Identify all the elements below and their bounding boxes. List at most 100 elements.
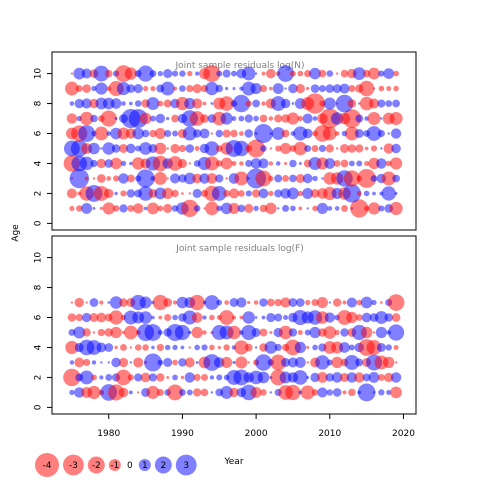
residual-bubble — [390, 157, 403, 170]
residual-bubble — [158, 315, 163, 320]
residual-bubble — [280, 142, 292, 155]
residual-bubble — [227, 325, 241, 340]
x-tick-label: 2020 — [392, 429, 415, 439]
residual-bubble — [186, 389, 193, 396]
legend-label: -3 — [69, 461, 78, 471]
residual-bubble — [238, 115, 245, 122]
residual-bubble — [332, 84, 342, 94]
residual-bubble — [231, 315, 237, 320]
residual-bubble — [216, 374, 223, 381]
residual-bubble — [251, 328, 261, 337]
residual-bubble — [111, 144, 121, 153]
residual-bubble — [155, 113, 166, 124]
legend-label: 1 — [142, 461, 148, 471]
residual-bubble — [144, 324, 162, 341]
residual-bubble — [164, 344, 171, 351]
residual-bubble — [118, 387, 129, 398]
residual-bubble — [188, 346, 192, 349]
residual-bubble — [238, 190, 245, 197]
residual-bubble — [222, 69, 231, 78]
residual-bubble — [271, 127, 285, 140]
residual-bubble — [156, 343, 164, 352]
residual-bubble — [74, 357, 85, 368]
residual-bubble — [110, 157, 122, 170]
residual-bubble — [104, 188, 114, 199]
residual-bubble — [157, 359, 164, 366]
residual-bubble — [236, 297, 247, 308]
residual-bubble — [232, 87, 236, 91]
residual-bubble — [201, 344, 208, 351]
residual-bubble — [277, 65, 294, 82]
residual-bubble — [341, 205, 348, 212]
residual-bubble — [114, 117, 118, 120]
residual-bubble — [275, 145, 282, 152]
residual-bubble — [287, 187, 299, 200]
residual-bubble — [215, 84, 224, 93]
legend-bubble — [154, 456, 172, 474]
residual-bubble — [347, 144, 357, 153]
residual-bubble — [192, 188, 202, 199]
residual-bubble — [253, 300, 259, 305]
residual-bubble — [368, 67, 380, 80]
residual-bubble — [104, 343, 114, 352]
residual-bubble — [368, 157, 380, 170]
residual-bubble — [359, 96, 374, 111]
residual-bubble — [107, 301, 111, 304]
residual-bubble — [385, 160, 392, 167]
residual-bubble — [311, 389, 319, 396]
y-tick-label: 4 — [34, 344, 44, 350]
legend-bubble — [138, 458, 151, 472]
residual-bubble — [312, 116, 318, 121]
residual-bubble — [156, 373, 165, 382]
residual-bubble — [128, 101, 133, 106]
residual-bubble — [192, 388, 202, 397]
legend-label: 0 — [127, 461, 133, 471]
residual-bubble — [138, 186, 153, 201]
residual-bubble — [209, 344, 215, 351]
residual-bubble — [377, 129, 385, 138]
residual-bubble — [393, 70, 399, 77]
residual-bubble — [191, 312, 203, 323]
residual-bubble — [201, 373, 209, 381]
residual-bubble — [306, 361, 309, 364]
residual-bubble — [157, 205, 164, 212]
residual-bubble — [139, 112, 152, 125]
residual-bubble — [293, 141, 308, 156]
residual-bubble — [252, 189, 261, 198]
legend: -4 -3 -2 -1 0 1 2 3 — [34, 452, 197, 478]
residual-bubble — [136, 169, 155, 188]
residual-bubble — [154, 142, 167, 155]
residual-bubble — [156, 388, 164, 397]
residual-bubble — [340, 143, 350, 154]
legend-bubble — [34, 452, 60, 478]
residual-bubble — [363, 205, 370, 212]
residual-bubble — [74, 297, 84, 308]
residual-bubble — [371, 299, 377, 306]
residual-bubble — [172, 130, 179, 137]
residual-bubble — [69, 389, 75, 396]
residual-bubble — [203, 207, 206, 210]
residual-bubble — [328, 301, 331, 304]
residual-bubble — [234, 171, 249, 186]
residual-bubble — [352, 67, 366, 80]
residual-bubble — [387, 132, 390, 135]
residual-bubble — [374, 311, 388, 324]
residual-bubble — [232, 360, 236, 364]
residual-bubble — [67, 313, 77, 322]
residual-bubble — [188, 162, 191, 165]
residual-bubble — [383, 356, 395, 369]
residual-bubble — [104, 69, 113, 78]
residual-bubble — [269, 86, 273, 91]
residual-bubble — [266, 298, 275, 307]
residual-bubble — [367, 112, 381, 126]
residual-bubble — [380, 301, 383, 304]
residual-bubble — [342, 300, 347, 305]
residual-bubble — [344, 126, 359, 141]
residual-bubble — [188, 330, 192, 335]
residual-bubble — [116, 81, 131, 96]
residual-bubble — [84, 176, 89, 181]
residual-bubble — [245, 190, 252, 197]
residual-bubble — [247, 300, 251, 305]
residual-bubble — [193, 373, 201, 381]
residual-bubble — [91, 374, 97, 381]
